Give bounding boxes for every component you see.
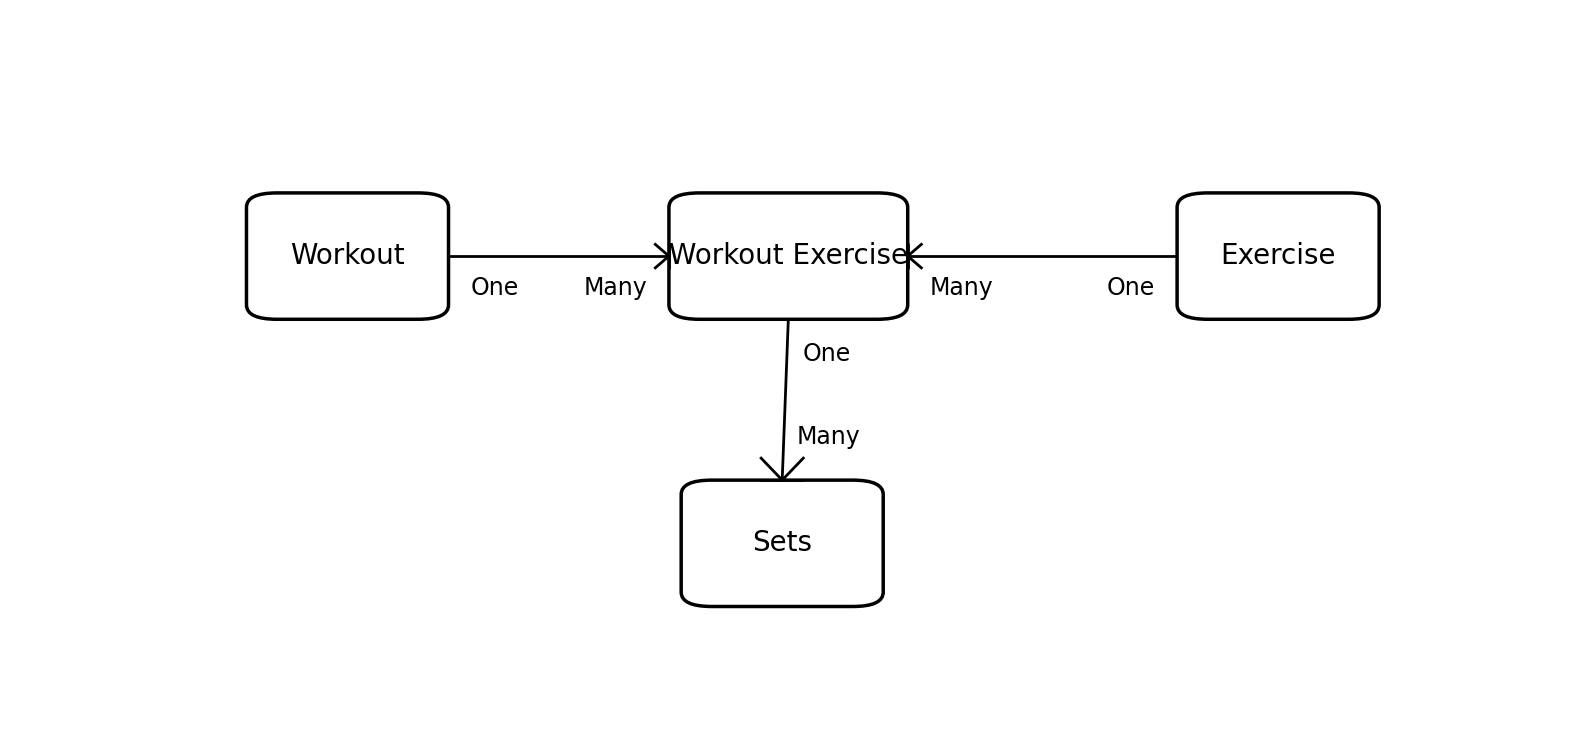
FancyBboxPatch shape <box>681 480 883 606</box>
Text: Many: Many <box>796 424 861 448</box>
Text: Workout Exercise: Workout Exercise <box>668 242 908 270</box>
FancyBboxPatch shape <box>246 193 449 319</box>
Text: Many: Many <box>929 276 994 300</box>
Text: Workout: Workout <box>291 242 404 270</box>
Text: Many: Many <box>583 276 646 300</box>
FancyBboxPatch shape <box>1177 193 1379 319</box>
FancyBboxPatch shape <box>668 193 907 319</box>
Text: One: One <box>1108 276 1155 300</box>
Text: One: One <box>471 276 518 300</box>
Text: Exercise: Exercise <box>1220 242 1335 270</box>
Text: Sets: Sets <box>752 530 812 557</box>
Text: One: One <box>803 342 852 366</box>
